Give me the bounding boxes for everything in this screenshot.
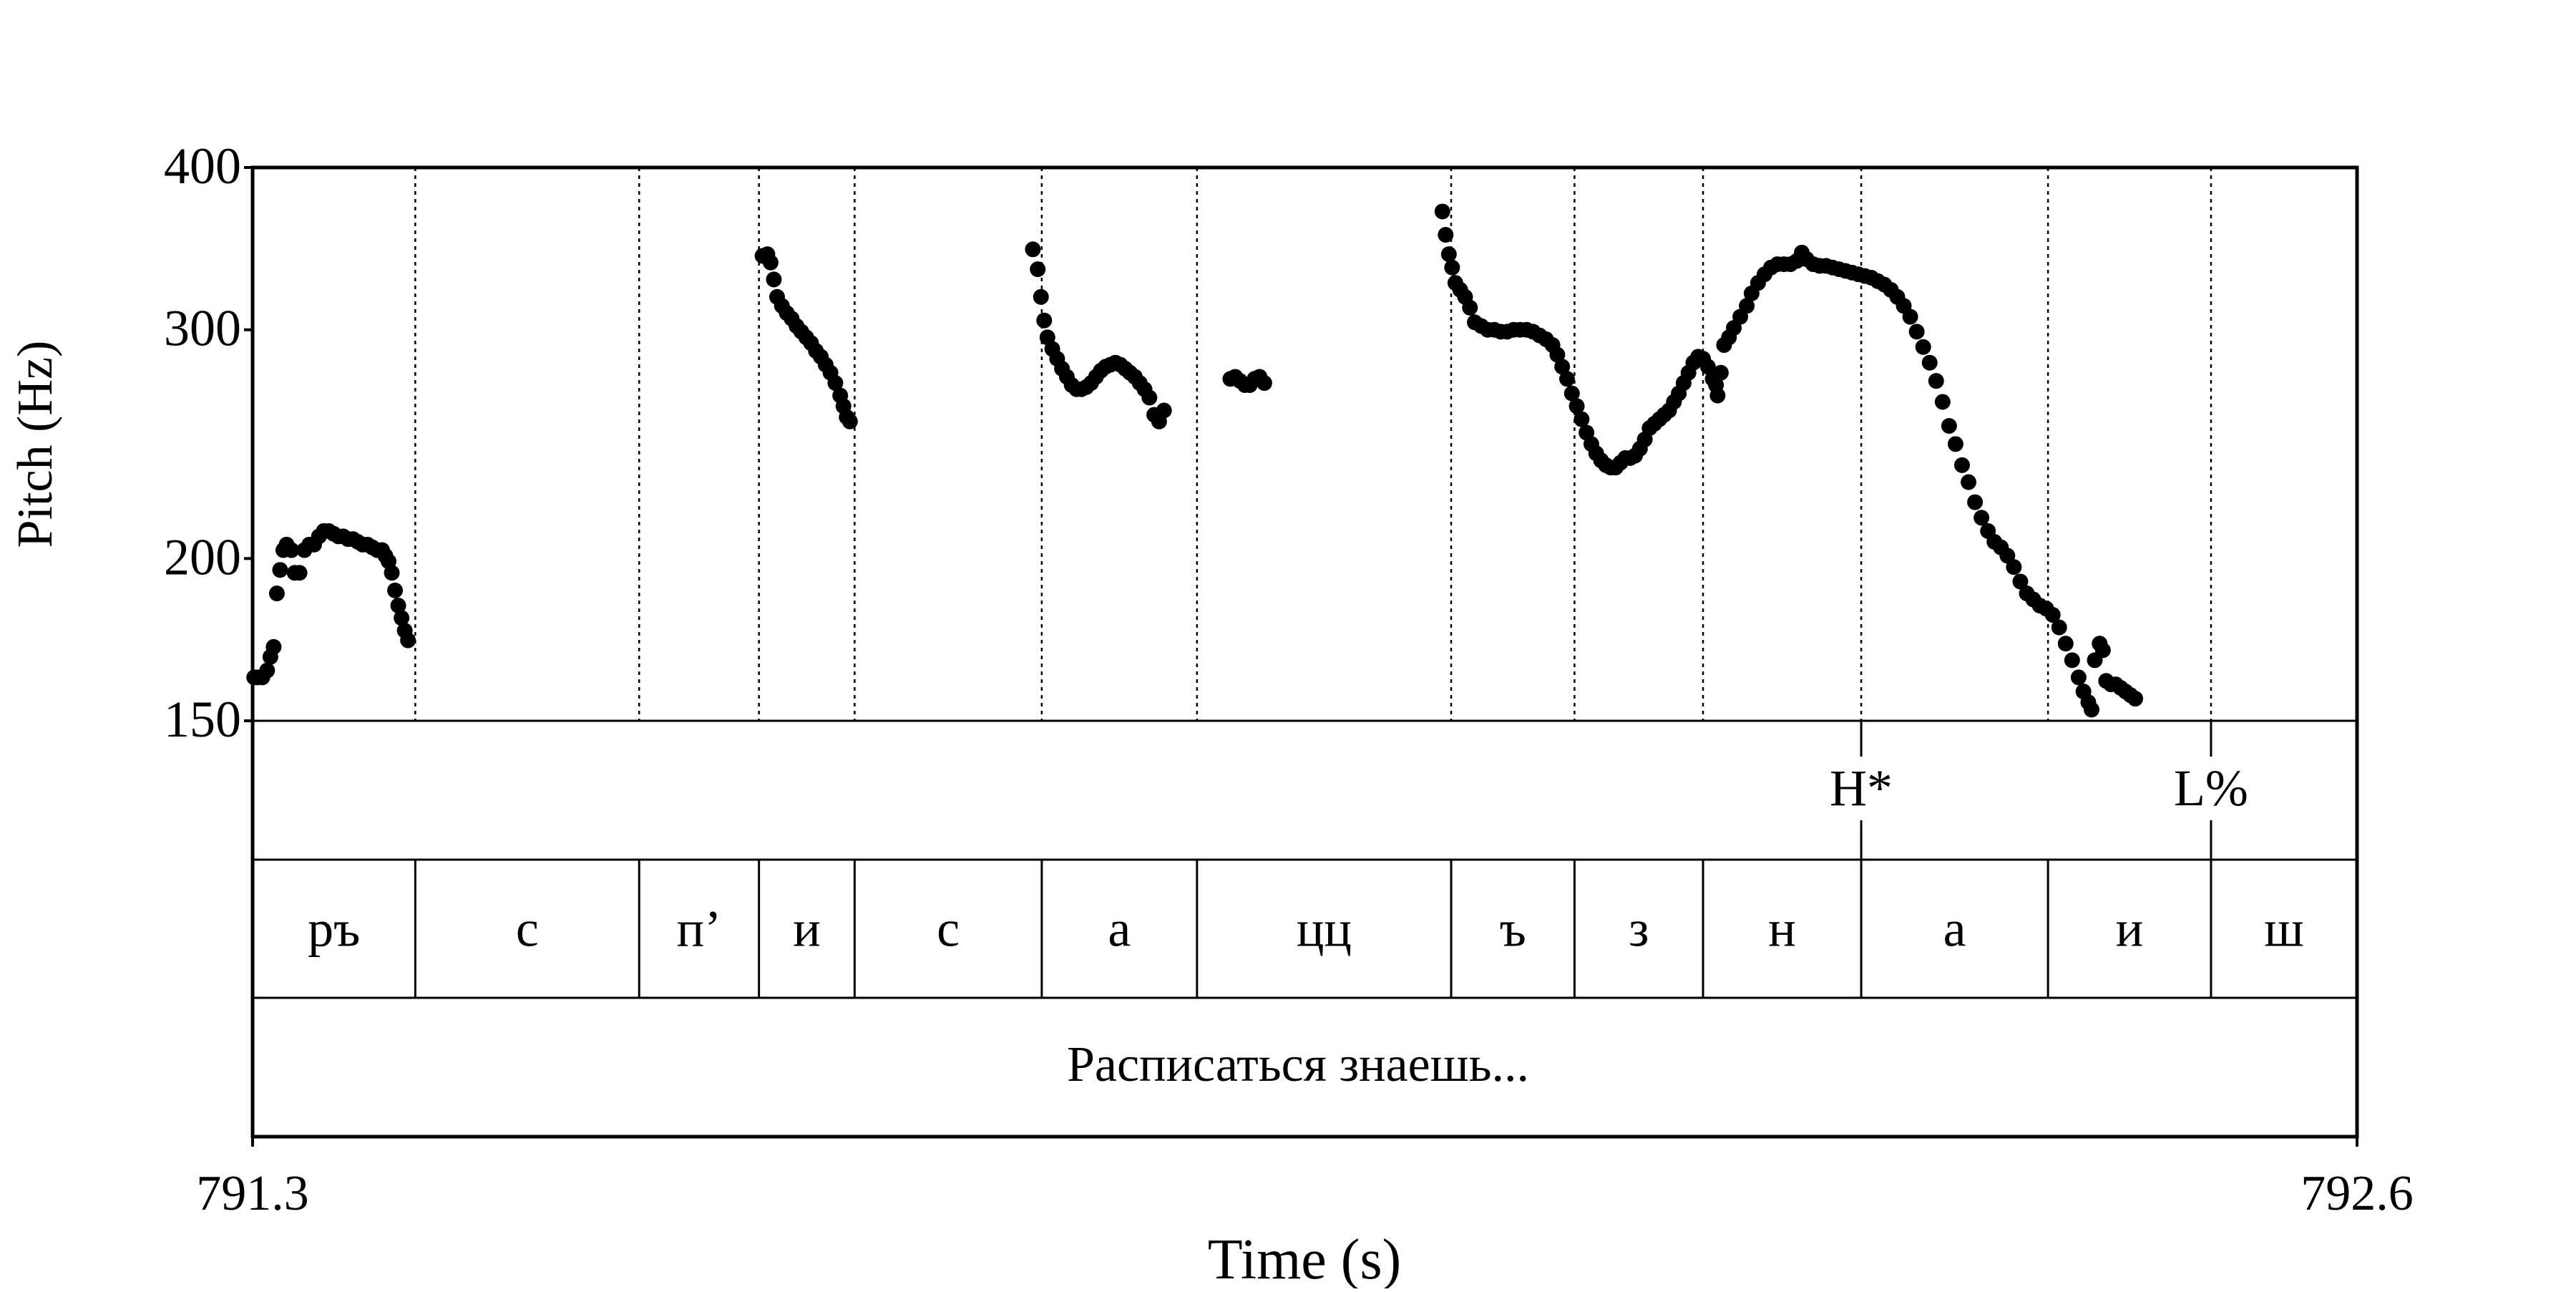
pitch-points-layer [246, 203, 2144, 718]
pitch-point [1036, 312, 1053, 329]
pitch-point [1712, 364, 1729, 381]
segment-label: ръ [308, 900, 360, 958]
plot-frame [250, 165, 2359, 1139]
pitch-point [268, 586, 285, 602]
pitch-point [394, 610, 410, 626]
pitch-point [1558, 371, 1575, 387]
pitch-point [1156, 402, 1172, 419]
pitch-point [291, 565, 308, 581]
pitch-point [1902, 309, 1918, 325]
pitch-point [283, 542, 300, 558]
pitch-point [1915, 339, 1931, 355]
pitch-point [1563, 385, 1580, 402]
pitch-point [272, 562, 288, 578]
pitch-point [1141, 389, 1158, 406]
segment-label: с [937, 900, 960, 958]
segment-label: а [1943, 900, 1966, 958]
pitch-point [766, 271, 782, 288]
pitch-point [2051, 619, 2067, 636]
pitch-point [2064, 652, 2080, 669]
tone-label: L% [2174, 759, 2248, 817]
pitch-point [265, 638, 282, 655]
pitch-point [1256, 375, 1272, 392]
pitch-point [1961, 474, 1977, 490]
x-axis-label: Time (s) [1208, 1228, 1401, 1288]
pitch-point [1934, 394, 1951, 410]
grid-layer [414, 167, 2212, 721]
pitch-point [827, 375, 844, 392]
pitch-point [1908, 324, 1925, 340]
pitch-point [1928, 373, 1944, 389]
y-tick-label: 200 [164, 528, 241, 586]
segment-label: з [1629, 900, 1649, 958]
pitch-point [2127, 691, 2144, 707]
segment-label: ш [2264, 900, 2303, 958]
pitch-point [1438, 227, 1454, 243]
pitch-point [400, 632, 416, 649]
segment-label: ъ [1500, 900, 1526, 958]
utterance-label: Расписаться знаешь... [1067, 1037, 1529, 1092]
segment-label: и [2116, 900, 2144, 958]
pitch-point [1444, 259, 1460, 276]
pitch-point [1554, 359, 1571, 375]
pitch-point [1549, 346, 1566, 363]
segment-label: с [516, 900, 539, 958]
pitch-point [387, 582, 404, 598]
segment-label: цц [1297, 900, 1352, 958]
x-tick-label-end: 792.6 [2301, 1166, 2414, 1221]
pitch-point [384, 565, 400, 581]
pitch-point [1947, 436, 1963, 452]
pitch-point [1967, 494, 1984, 510]
pitch-point [1462, 299, 1478, 316]
pitch-point [259, 662, 275, 679]
pitch-point [2083, 701, 2099, 718]
pitch-point [1568, 398, 1585, 414]
segment-label: н [1768, 900, 1796, 958]
pitch-point [762, 254, 779, 271]
pitch-point [2012, 573, 2029, 590]
y-tick-label: 150 [164, 691, 241, 748]
pitch-point [1699, 359, 1716, 375]
y-tick-label: 400 [164, 137, 241, 195]
pitch-point [1574, 411, 1590, 427]
pitch-point [2070, 669, 2087, 686]
y-tick-label: 300 [164, 300, 241, 357]
pitch-point [1709, 387, 1726, 404]
pitch-point [2006, 559, 2022, 575]
pitch-point [841, 413, 858, 429]
segment-label: п’ [677, 900, 722, 958]
pitch-point [1974, 510, 1990, 526]
pitch-point [1025, 241, 1041, 258]
pitch-point [390, 597, 406, 613]
pitch-point [1739, 298, 1755, 314]
pitch-point [2094, 642, 2111, 659]
segment-label: а [1108, 900, 1131, 958]
pitch-point [1921, 354, 1938, 371]
pitch-point [1033, 288, 1049, 305]
tone-label: H* [1830, 759, 1893, 817]
pitch-point [1434, 203, 1450, 220]
pitch-point [2057, 636, 2074, 652]
x-tick-label-start: 791.3 [196, 1166, 309, 1221]
y-axis-label: Pitch (Hz) [8, 341, 63, 548]
pitch-point [1440, 246, 1457, 263]
tiers-layer: Расписаться знаешь... ръ с п’ и с а цц ъ з н а и ш H*… [308, 721, 2304, 1092]
pitch-point [2044, 606, 2061, 623]
pitch-point [1953, 457, 1970, 473]
axes-layer: Pitch (Hz) Time (s) 791.3 792.6 150 200 30… [8, 137, 2414, 1291]
pitch-point [1030, 261, 1046, 278]
pitch-point [1941, 418, 1957, 434]
frame-layer [250, 165, 2359, 1139]
segment-label: и [793, 900, 821, 958]
